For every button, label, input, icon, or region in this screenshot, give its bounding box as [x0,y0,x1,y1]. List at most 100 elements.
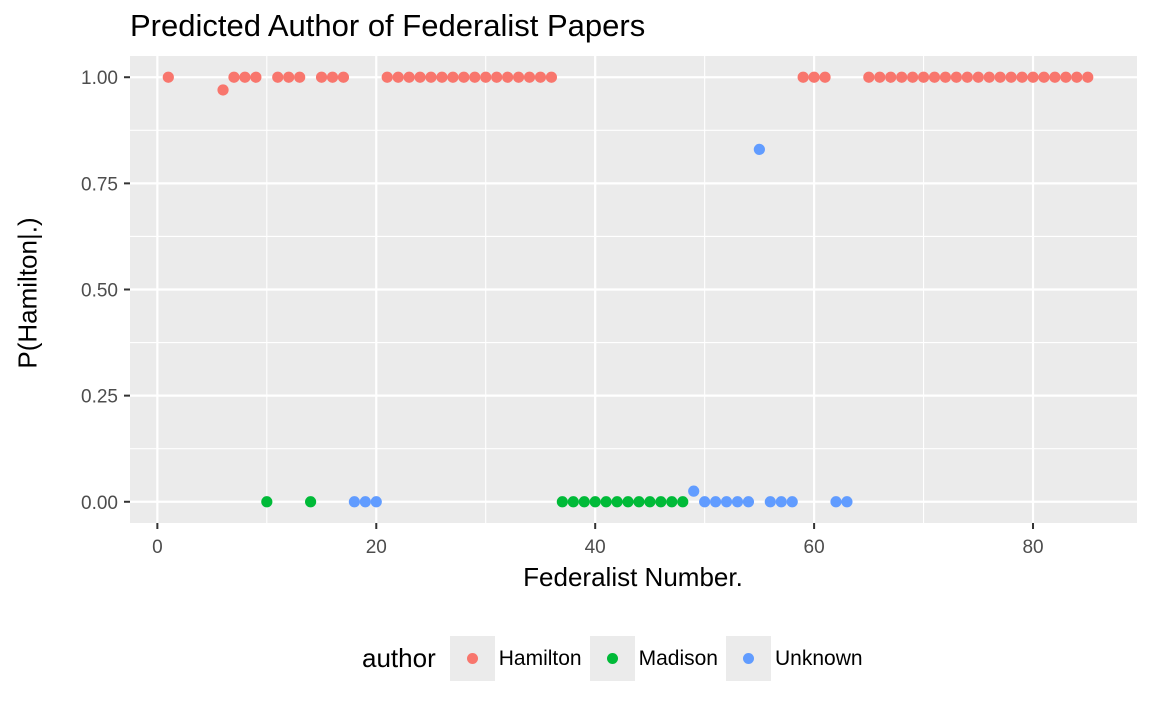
legend-key [589,636,635,681]
data-point-hamilton [1071,71,1083,83]
legend-dot-hamilton [466,653,478,664]
data-point-madison [633,496,645,508]
data-point-hamilton [907,71,919,83]
data-point-unknown [753,143,765,155]
chart-title: Predicted Author of Federalist Papers [130,8,646,43]
data-point-unknown [841,496,853,508]
legend-label-unknown: Unknown [775,646,863,670]
data-point-unknown [699,496,711,508]
data-point-madison [622,496,634,508]
data-point-madison [589,496,601,508]
minor-gridlines [130,56,1137,523]
data-point-hamilton [502,71,514,83]
legend-dot-unknown [743,653,754,664]
y-axis-title: P(Hamilton|.) [12,217,43,369]
data-point-hamilton [961,71,973,83]
data-point-hamilton [917,71,930,83]
data-point-unknown [709,496,722,508]
data-point-unknown [370,496,382,508]
data-point-hamilton [1082,71,1094,83]
data-point-madison [261,496,273,508]
data-point-madison [578,496,590,508]
data-points [162,71,1094,508]
data-point-hamilton [250,71,262,83]
data-point-hamilton [294,71,306,83]
data-point-unknown [786,496,798,508]
x-axis-title: Federalist Number. [523,562,743,592]
data-point-hamilton [326,71,339,83]
data-point-hamilton [797,71,809,83]
data-point-hamilton [217,84,229,96]
legend-item-unknown: Unknown [726,636,863,681]
data-point-madison [644,496,656,508]
legend-label-madison: Madison [638,646,718,670]
data-point-hamilton [491,71,503,83]
legend-label-hamilton: Hamilton [498,646,582,670]
data-point-hamilton [1005,71,1017,83]
data-point-madison [666,496,678,508]
data-point-hamilton [381,71,393,83]
data-point-hamilton [1038,71,1050,83]
data-point-hamilton [162,71,174,83]
data-point-unknown [359,496,371,508]
data-point-hamilton [534,71,547,83]
x-tick-label: 20 [366,537,387,558]
data-point-hamilton [1027,71,1039,83]
axis-ticks [124,76,1035,529]
data-point-hamilton [512,71,525,83]
data-point-hamilton [983,71,995,83]
data-point-unknown [688,485,700,497]
data-point-hamilton [874,71,886,83]
data-point-unknown [720,496,733,508]
data-point-hamilton [523,71,536,83]
data-point-unknown [742,496,755,508]
legend-item-hamilton: Hamilton [449,636,582,681]
tick-labels: 0 20 40 60 80 0.00 0.25 0.50 0.75 1.00 [81,68,1044,558]
data-point-hamilton [1060,71,1072,83]
data-point-hamilton [939,71,952,83]
data-point-hamilton [863,71,875,83]
data-point-hamilton [425,71,437,83]
legend: author Hamilton Madison Unknown [362,636,871,681]
data-point-unknown [830,496,842,508]
data-point-unknown [348,496,360,508]
data-point-hamilton [928,71,941,83]
data-point-hamilton [458,71,470,83]
data-point-madison [677,496,689,508]
data-point-unknown [775,496,787,508]
data-point-madison [305,496,317,508]
data-point-hamilton [1016,71,1028,83]
data-point-hamilton [808,71,820,83]
data-point-madison [655,496,667,508]
data-point-unknown [764,496,776,508]
data-point-hamilton [1049,71,1061,83]
data-point-unknown [731,496,744,508]
data-point-hamilton [972,71,984,83]
data-point-hamilton [447,71,459,83]
data-point-hamilton [272,71,284,83]
y-tick-label: 1.00 [81,68,118,89]
data-point-hamilton [392,71,404,83]
data-point-madison [567,496,579,508]
data-point-hamilton [228,71,240,83]
data-point-madison [600,496,612,508]
data-point-hamilton [480,71,492,83]
legend-dot-madison [606,653,618,664]
data-point-hamilton [337,71,350,83]
data-point-hamilton [545,71,558,83]
y-tick-label: 0.75 [81,174,118,195]
x-tick-label: 80 [1022,537,1043,558]
data-point-hamilton [283,71,295,83]
data-point-madison [611,496,623,508]
data-point-hamilton [994,71,1006,83]
y-tick-label: 0.50 [81,281,118,302]
data-point-hamilton [885,71,897,83]
y-tick-label: 0.25 [81,387,118,408]
legend-key [449,636,495,681]
data-point-hamilton [414,71,426,83]
data-point-madison [556,496,568,508]
legend-key [726,636,771,681]
legend-item-madison: Madison [589,636,718,681]
